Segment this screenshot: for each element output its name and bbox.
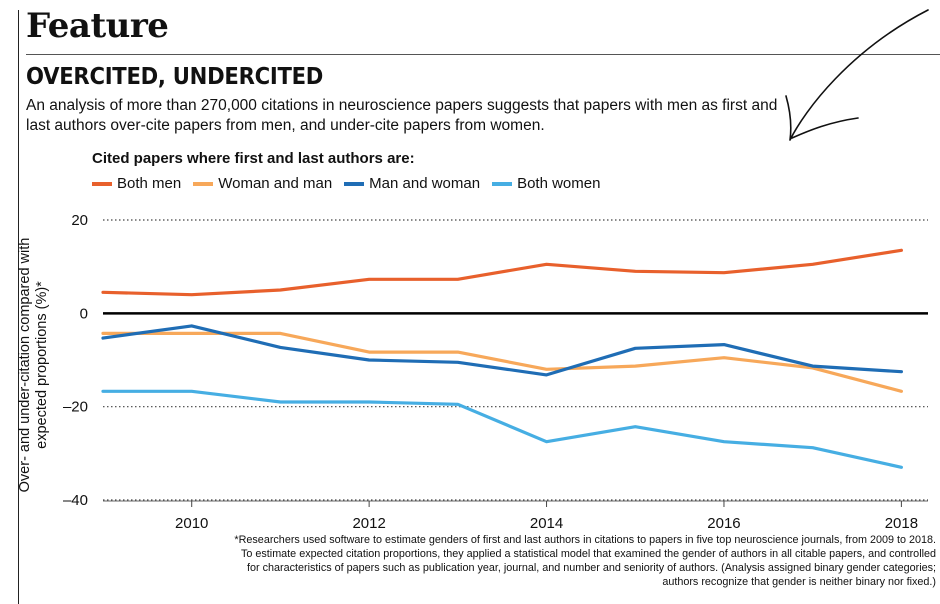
header-divider (26, 54, 940, 55)
legend-label-both-men: Both men (117, 175, 182, 192)
grid-lines (103, 219, 928, 501)
footnote: *Researchers used software to estimate g… (234, 534, 936, 588)
legend-swatch-woman-and-man (193, 181, 214, 186)
y-tick-label: –20 (63, 399, 88, 416)
chart-headline: OVERCITED, UNDERCITED (26, 64, 324, 90)
legend-label-woman-and-man: Woman and man (218, 175, 333, 192)
series-lines (101, 248, 904, 469)
x-axis: 2010 2012 2014 2016 2018 (103, 500, 928, 532)
legend-item-man-and-woman: Man and woman (344, 175, 480, 192)
legend-label-both-women: Both women (517, 175, 601, 192)
legend-swatch-both-women (492, 181, 513, 186)
legend-item-woman-and-man: Woman and man (193, 175, 332, 192)
x-tick-label: 2014 (530, 515, 563, 532)
section-label: Feature (26, 6, 169, 46)
legend: Both men Woman and man Man and woman Bot… (92, 175, 612, 192)
x-tick-label: 2010 (175, 515, 208, 532)
series-line-both-women (101, 389, 904, 469)
intro-text: An analysis of more than 270,000 citatio… (26, 97, 778, 134)
y-tick-label: 0 (80, 305, 88, 322)
legend-item-both-men: Both men (92, 175, 181, 192)
x-tick-label: 2018 (885, 515, 918, 532)
handwritten-arrow-annotation (785, 9, 929, 141)
y-tick-label: 20 (71, 212, 88, 229)
y-tick-labels: 20 0 –20 –40 (63, 212, 88, 509)
x-tick-label: 2012 (352, 515, 385, 532)
y-tick-label: –40 (63, 492, 88, 509)
left-column-rule (18, 10, 19, 604)
series-line-both-men (101, 248, 904, 297)
series-line-woman-and-man (101, 331, 904, 393)
x-tick-label: 2016 (707, 515, 740, 532)
legend-swatch-man-and-woman (344, 181, 365, 186)
series-line-man-and-woman (101, 324, 904, 377)
legend-swatch-both-men (92, 181, 112, 186)
legend-title: Cited papers where first and last author… (92, 150, 415, 167)
legend-item-both-women: Both women (492, 175, 600, 192)
legend-label-man-and-woman: Man and woman (369, 175, 481, 192)
